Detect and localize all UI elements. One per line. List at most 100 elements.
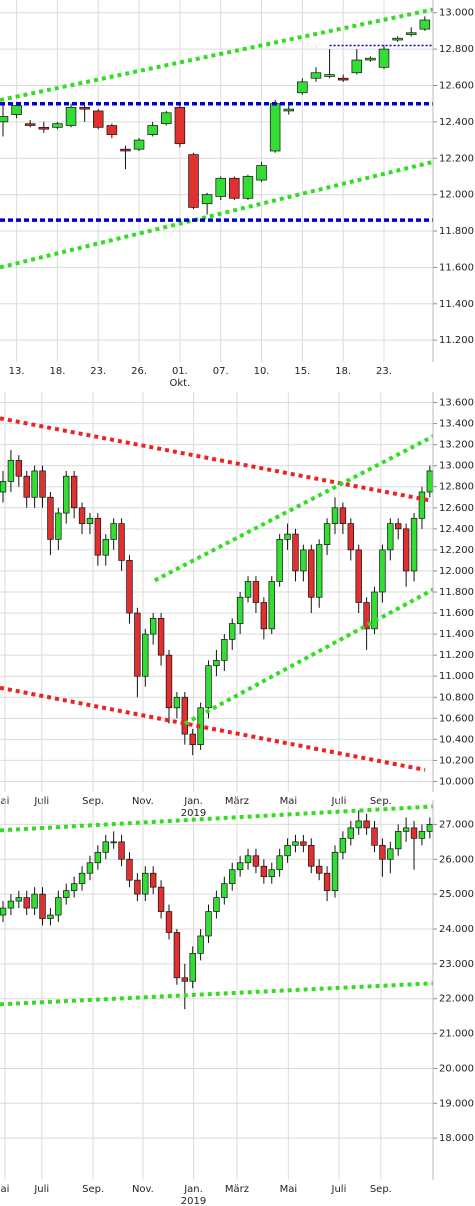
candle-body [229,623,236,640]
x-tick-label: Juli [331,1184,347,1195]
trend-line [0,159,433,270]
candle-body [70,475,78,509]
candle-body [387,848,394,860]
candle-body [323,872,331,891]
candle-body [197,935,204,954]
y-tick-label: 11.400 [439,629,474,640]
candle-body [268,869,275,878]
candle-body [165,911,173,933]
y-tick-label: 12.400 [439,117,474,128]
candle-body [395,523,402,530]
candle-body [418,491,426,519]
candle-body [65,106,77,126]
y-tick-label: 11.600 [439,262,474,273]
x-tick-label: 01. [172,366,188,377]
candle-body [276,539,283,582]
x-tick-label: 13. [9,366,25,377]
candle-body [134,612,141,677]
candle-body [23,897,30,909]
candle-body [110,841,117,844]
candle-body [292,841,299,846]
candle-body [213,897,220,912]
candle-body [236,596,244,624]
candle-body [94,851,102,864]
plot-area [0,800,433,1180]
candle-body [15,460,23,477]
candle-body [181,977,188,982]
candle-body [92,110,104,128]
candle-body [7,460,15,482]
candle-body [283,108,295,112]
candle-body [39,893,46,919]
candle-body [70,883,78,891]
candle-body [355,820,362,829]
candle-body [31,470,38,498]
candle-body [102,841,109,853]
candle-body [339,837,347,853]
candle-body [0,116,9,123]
y-tick-label: 13.600 [439,398,474,409]
plot-area [0,0,433,362]
x-tick-label: Sep. [370,1184,392,1195]
candle-body [405,32,417,35]
candle-body [173,696,181,709]
candle-body [297,81,308,94]
trend-line [153,434,433,583]
y-tick-label: 10.400 [439,734,474,745]
candle-body [252,855,260,867]
x-tick-label: Jan. [183,1184,203,1195]
y-tick-label: 12.400 [439,524,474,535]
candle-body [126,560,133,614]
candle-body [215,177,226,197]
trend-line [0,685,426,772]
candle-body [205,911,212,937]
candle-body [276,855,283,871]
candle-body [0,907,7,916]
y-tick-label: 21.000 [439,1029,474,1040]
candle-body [308,549,315,598]
candle-body [213,660,220,667]
y-tick-label: 11.400 [439,299,474,310]
candle-body [284,844,291,857]
y-tick-label: 12.000 [439,190,474,201]
candle-body [324,74,335,77]
y-tick-label: 12.800 [439,482,474,493]
candle-body [188,154,199,208]
y-tick-label: 10.600 [439,713,474,724]
y-tick-label: 23.000 [439,959,474,970]
y-tick-label: 13.200 [439,440,474,451]
candle-body [392,37,403,41]
candle-body [55,512,62,540]
candle-body [260,602,268,630]
candle-body [126,858,133,881]
x-tick-label: 07. [213,366,229,377]
candle-body [157,886,165,912]
candle-body [379,844,386,860]
y-tick-label: 11.800 [439,226,474,237]
x-sublabel: 2019 [181,1196,206,1206]
candle-body [118,523,125,561]
candle-body [15,897,23,902]
candle-body [252,581,260,603]
candle-body [410,517,418,572]
candle-body [11,105,22,115]
candle-body [55,897,62,916]
candle-body [94,517,102,556]
y-tick-label: 12.600 [439,503,474,514]
candle-body [189,733,196,745]
candle-body [173,932,181,979]
plot-area [0,392,433,792]
candle-body [284,533,291,540]
candle-body [78,507,86,524]
candle-body [337,77,349,81]
candle-body [24,123,36,126]
candle-body [229,869,236,885]
candle-body [355,549,362,603]
x-tick-label: 26. [131,366,147,377]
candle-body [134,879,141,895]
candle-body [63,890,70,898]
candle-body [402,528,410,572]
candle-body [110,523,117,540]
y-tick-label: 12.200 [439,153,474,164]
